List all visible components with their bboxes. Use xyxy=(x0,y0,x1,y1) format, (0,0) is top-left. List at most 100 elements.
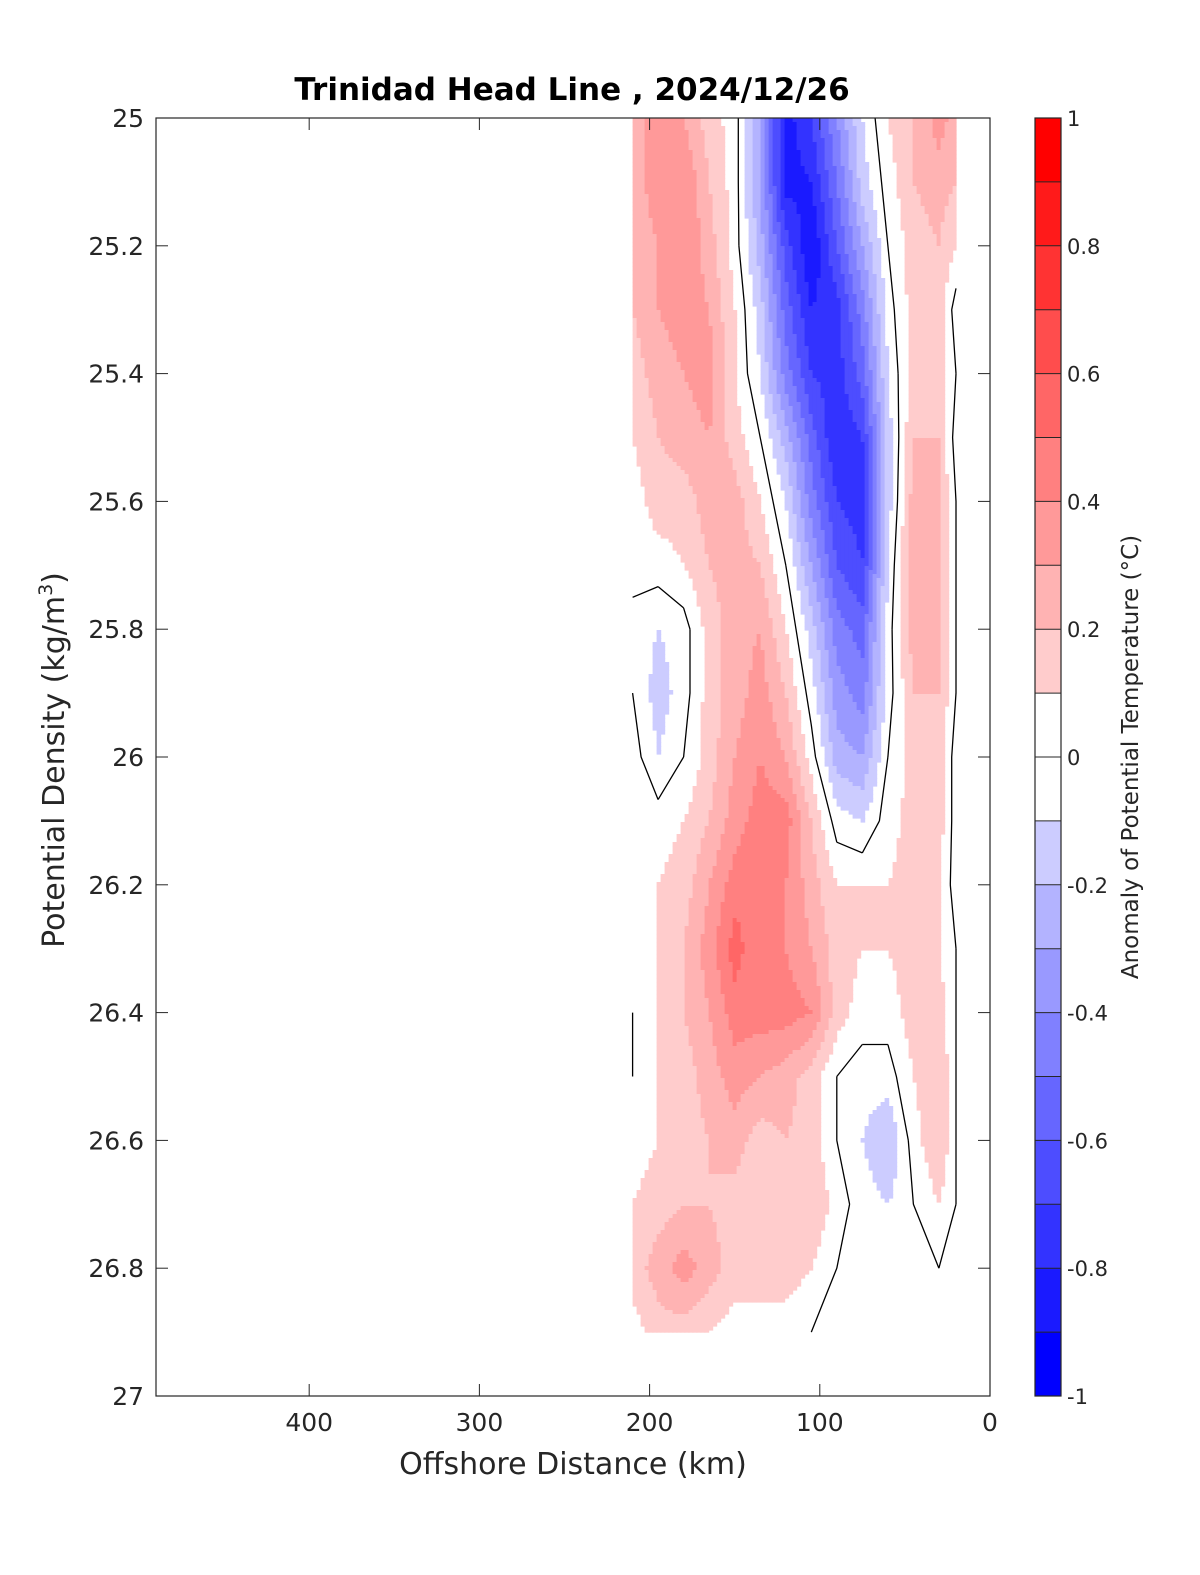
anomaly-cell xyxy=(660,398,666,403)
anomaly-cell xyxy=(804,158,810,163)
anomaly-cell xyxy=(732,322,738,327)
anomaly-cell xyxy=(804,378,810,383)
anomaly-cell xyxy=(652,242,658,247)
anomaly-cell xyxy=(848,154,854,159)
anomaly-cell xyxy=(644,282,650,287)
anomaly-cell xyxy=(892,122,898,127)
anomaly-cell xyxy=(912,386,918,391)
anomaly-cell xyxy=(836,122,842,127)
anomaly-cell xyxy=(668,406,674,411)
anomaly-cell xyxy=(724,230,730,235)
anomaly-cell xyxy=(676,234,682,239)
anomaly-cell xyxy=(848,398,854,403)
anomaly-cell xyxy=(840,322,846,327)
anomaly-cell xyxy=(784,130,790,135)
anomaly-cell xyxy=(796,286,802,291)
anomaly-cell xyxy=(724,374,730,379)
anomaly-cell xyxy=(700,222,706,227)
anomaly-cell xyxy=(844,170,850,175)
anomaly-cell xyxy=(780,330,786,335)
anomaly-cell xyxy=(916,122,922,127)
anomaly-cell xyxy=(896,162,902,167)
anomaly-cell xyxy=(932,174,938,179)
anomaly-cell xyxy=(940,338,946,343)
anomaly-cell xyxy=(908,178,914,183)
anomaly-cell xyxy=(820,214,826,219)
anomaly-cell xyxy=(924,362,930,367)
anomaly-cell xyxy=(824,302,830,307)
anomaly-cell xyxy=(648,130,654,135)
anomaly-cell xyxy=(784,374,790,379)
anomaly-cell xyxy=(764,234,770,239)
anomaly-cell xyxy=(708,142,714,147)
anomaly-cell xyxy=(880,290,886,295)
anomaly-cell xyxy=(840,290,846,295)
anomaly-cell xyxy=(920,370,926,375)
anomaly-cell xyxy=(856,398,862,403)
anomaly-cell xyxy=(788,166,794,171)
anomaly-cell xyxy=(944,150,950,155)
anomaly-cell xyxy=(920,250,926,255)
anomaly-cell xyxy=(932,398,938,403)
anomaly-cell xyxy=(940,398,946,403)
anomaly-cell xyxy=(696,230,702,235)
anomaly-cell xyxy=(692,178,698,183)
anomaly-cell xyxy=(792,354,798,359)
anomaly-cell xyxy=(676,290,682,295)
anomaly-cell xyxy=(948,190,954,195)
anomaly-cell xyxy=(652,370,658,375)
anomaly-cell xyxy=(800,302,806,307)
anomaly-cell xyxy=(692,298,698,303)
anomaly-cell xyxy=(936,386,942,391)
anomaly-cell xyxy=(772,314,778,319)
anomaly-cell xyxy=(840,314,846,319)
anomaly-cell xyxy=(640,242,646,247)
anomaly-cell xyxy=(784,182,790,187)
anomaly-cell xyxy=(732,338,738,343)
anomaly-cell xyxy=(776,350,782,355)
anomaly-cell xyxy=(704,386,710,391)
anomaly-cell xyxy=(756,162,762,167)
anomaly-cell xyxy=(820,158,826,163)
anomaly-cell xyxy=(940,270,946,275)
anomaly-cell xyxy=(928,314,934,319)
anomaly-cell xyxy=(680,210,686,215)
anomaly-cell xyxy=(780,138,786,143)
anomaly-cell xyxy=(692,186,698,191)
anomaly-cell xyxy=(692,282,698,287)
anomaly-cell xyxy=(772,346,778,351)
anomaly-cell xyxy=(728,314,734,319)
anomaly-cell xyxy=(836,206,842,211)
anomaly-cell xyxy=(636,202,642,207)
anomaly-cell xyxy=(820,278,826,283)
anomaly-cell xyxy=(756,118,762,123)
anomaly-cell xyxy=(796,202,802,207)
anomaly-cell xyxy=(772,154,778,159)
anomaly-cell xyxy=(692,230,698,235)
anomaly-cell xyxy=(652,398,658,403)
anomaly-cell xyxy=(788,386,794,391)
anomaly-cell xyxy=(848,338,854,343)
anomaly-cell xyxy=(796,334,802,339)
anomaly-cell xyxy=(772,174,778,179)
anomaly-cell xyxy=(764,242,770,247)
anomaly-cell xyxy=(648,390,654,395)
anomaly-cell xyxy=(852,314,858,319)
anomaly-cell xyxy=(636,238,642,243)
anomaly-cell xyxy=(852,258,858,263)
anomaly-cell xyxy=(828,118,834,123)
anomaly-cell xyxy=(856,390,862,395)
anomaly-cell xyxy=(800,174,806,179)
anomaly-cell xyxy=(644,410,650,415)
anomaly-cell xyxy=(640,194,646,199)
anomaly-cell xyxy=(944,166,950,171)
anomaly-cell xyxy=(700,390,706,395)
anomaly-cell xyxy=(856,278,862,283)
anomaly-cell xyxy=(936,350,942,355)
anomaly-cell xyxy=(908,182,914,187)
anomaly-cell xyxy=(936,342,942,347)
anomaly-cell xyxy=(780,150,786,155)
anomaly-cell xyxy=(672,274,678,279)
anomaly-cell xyxy=(812,378,818,383)
